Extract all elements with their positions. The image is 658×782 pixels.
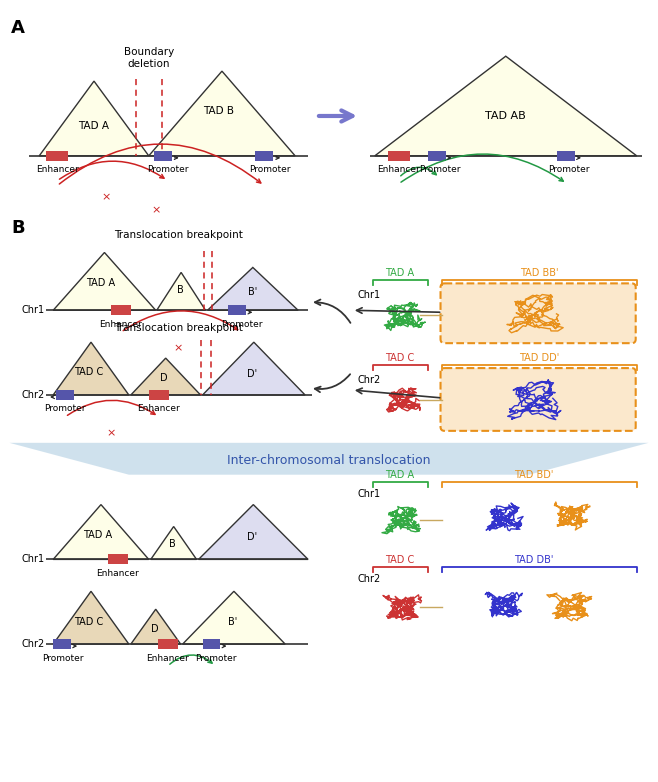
Text: B': B': [247, 287, 257, 297]
Text: B: B: [169, 540, 176, 550]
Polygon shape: [157, 272, 205, 310]
Polygon shape: [203, 343, 305, 395]
Polygon shape: [131, 609, 181, 644]
Text: Promoter: Promoter: [548, 165, 590, 174]
Text: Enhancer: Enhancer: [99, 320, 142, 328]
Bar: [158, 639, 178, 649]
Bar: [154, 151, 172, 161]
Polygon shape: [131, 358, 201, 395]
Text: TAD A: TAD A: [84, 530, 113, 540]
Bar: [557, 151, 575, 161]
Polygon shape: [53, 591, 129, 644]
Text: Chr2: Chr2: [358, 574, 381, 584]
Text: Enhancer: Enhancer: [36, 165, 78, 174]
Text: Promoter: Promoter: [147, 165, 188, 174]
Bar: [149, 390, 168, 400]
Text: TAD DB': TAD DB': [515, 555, 554, 565]
Text: Chr2: Chr2: [22, 390, 45, 400]
Text: Chr1: Chr1: [358, 290, 381, 300]
Text: TAD B: TAD B: [203, 106, 234, 116]
Text: Enhancer: Enhancer: [146, 654, 189, 662]
Text: Enhancer: Enhancer: [138, 404, 180, 414]
Text: Promoter: Promoter: [249, 165, 291, 174]
Text: Inter-chromosomal translocation: Inter-chromosomal translocation: [227, 454, 431, 468]
Text: Enhancer: Enhancer: [377, 165, 420, 174]
Bar: [255, 151, 273, 161]
Text: B: B: [11, 219, 25, 237]
Text: TAD A: TAD A: [78, 121, 109, 131]
Polygon shape: [53, 504, 149, 559]
FancyBboxPatch shape: [440, 368, 636, 431]
Text: Chr1: Chr1: [22, 554, 45, 565]
Bar: [108, 554, 128, 565]
Bar: [203, 639, 220, 649]
Bar: [56, 390, 74, 400]
Text: TAD BB': TAD BB': [520, 268, 559, 278]
Polygon shape: [151, 526, 197, 559]
FancyArrowPatch shape: [401, 154, 563, 182]
FancyArrowPatch shape: [59, 161, 164, 179]
Text: Promoter: Promoter: [418, 165, 461, 174]
Text: Promoter: Promoter: [42, 654, 84, 662]
Text: A: A: [11, 20, 25, 38]
Text: Promoter: Promoter: [44, 404, 86, 414]
Text: ×: ×: [101, 192, 111, 203]
Bar: [111, 305, 131, 315]
Text: D': D': [247, 533, 257, 543]
Text: TAD BD': TAD BD': [515, 470, 554, 479]
Bar: [53, 639, 71, 649]
Text: TAD C: TAD C: [74, 617, 104, 627]
Text: Boundary
deletion: Boundary deletion: [124, 48, 174, 69]
Text: B': B': [228, 617, 237, 627]
Text: D: D: [160, 373, 168, 383]
Polygon shape: [207, 267, 298, 310]
Polygon shape: [53, 343, 129, 395]
Polygon shape: [53, 253, 156, 310]
Bar: [428, 151, 445, 161]
Text: TAD A: TAD A: [385, 470, 415, 479]
FancyArrowPatch shape: [401, 167, 436, 176]
Text: ×: ×: [151, 206, 161, 216]
Bar: [388, 151, 410, 161]
Text: Chr2: Chr2: [22, 639, 45, 649]
Text: Chr1: Chr1: [22, 305, 45, 315]
Text: TAD A: TAD A: [86, 278, 116, 289]
Polygon shape: [183, 591, 285, 644]
Text: TAD C: TAD C: [385, 353, 415, 363]
Polygon shape: [9, 443, 649, 475]
Text: Chr1: Chr1: [358, 489, 381, 499]
Text: TAD DD': TAD DD': [519, 353, 559, 363]
Text: Translocation breakpoint: Translocation breakpoint: [114, 323, 243, 333]
Polygon shape: [199, 504, 308, 559]
Text: Promoter: Promoter: [222, 320, 263, 328]
Bar: [228, 305, 246, 315]
Text: Chr2: Chr2: [358, 375, 381, 385]
Text: D': D': [247, 369, 257, 379]
Text: B: B: [177, 285, 184, 296]
FancyArrowPatch shape: [59, 144, 261, 184]
Text: ×: ×: [106, 428, 116, 438]
FancyBboxPatch shape: [440, 283, 636, 343]
FancyArrowPatch shape: [67, 400, 155, 415]
Text: D: D: [151, 624, 159, 634]
FancyArrowPatch shape: [123, 311, 238, 331]
Text: ×: ×: [174, 343, 184, 353]
Text: Translocation breakpoint: Translocation breakpoint: [114, 230, 243, 239]
Polygon shape: [39, 81, 149, 156]
Bar: [46, 151, 68, 161]
Text: TAD C: TAD C: [385, 555, 415, 565]
FancyArrowPatch shape: [170, 655, 212, 664]
Text: Promoter: Promoter: [195, 654, 236, 662]
Text: TAD AB: TAD AB: [485, 111, 526, 121]
Text: TAD C: TAD C: [74, 367, 104, 377]
Polygon shape: [375, 56, 637, 156]
Text: TAD A: TAD A: [385, 268, 415, 278]
Text: Enhancer: Enhancer: [97, 569, 139, 578]
Polygon shape: [149, 71, 295, 156]
